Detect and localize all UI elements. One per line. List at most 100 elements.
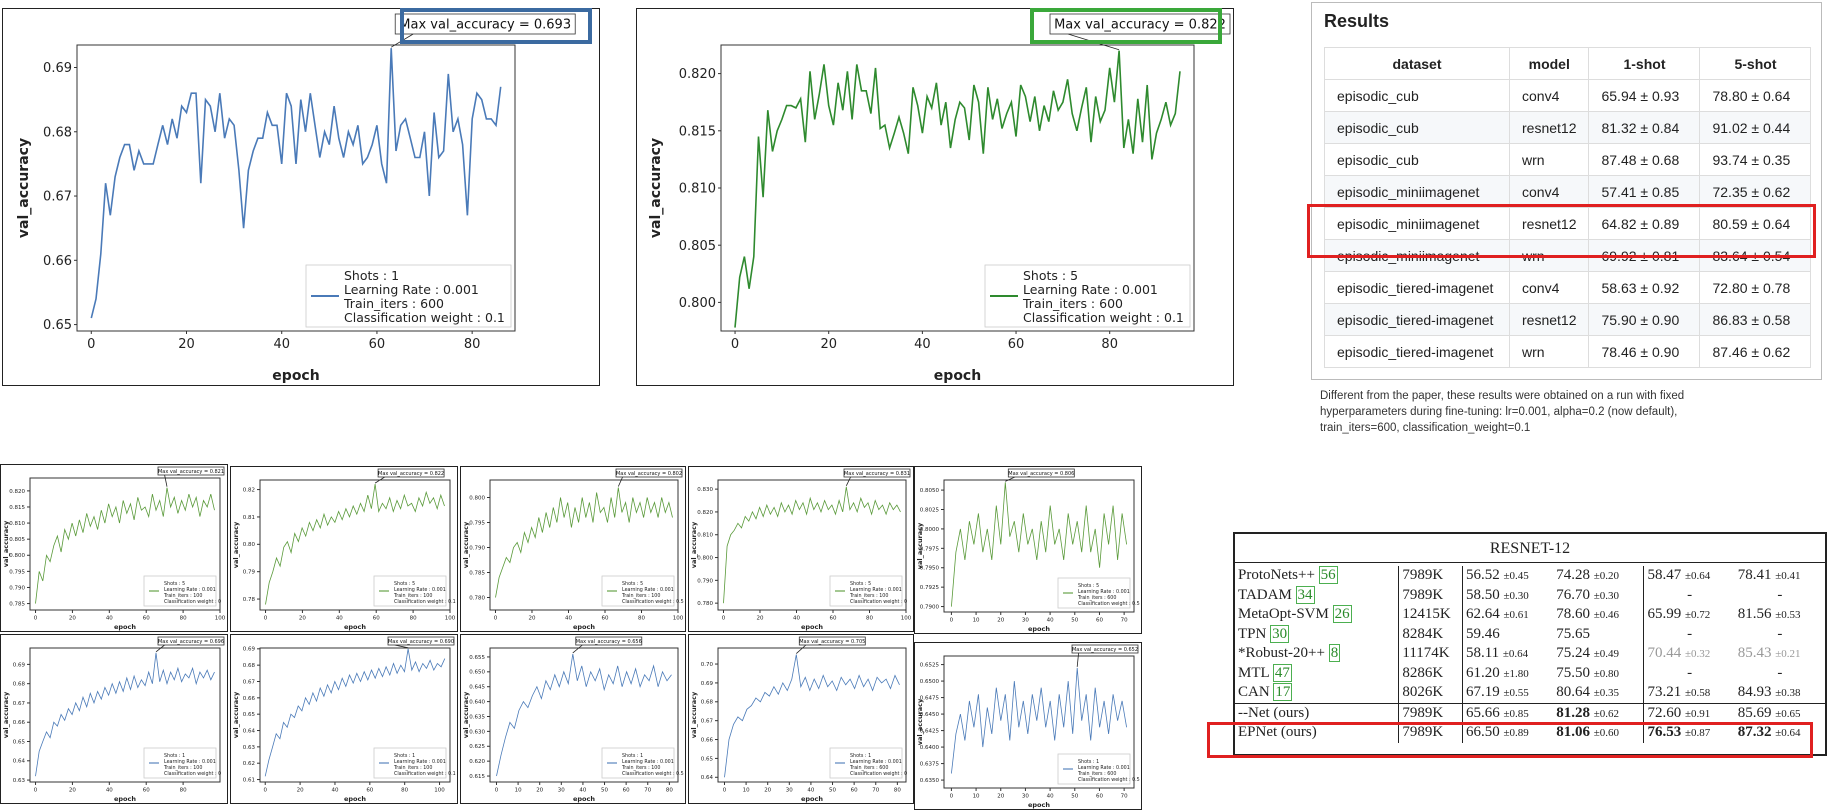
y-tick-label: 0.6400 xyxy=(920,745,940,751)
score-value: 62.64 xyxy=(1465,606,1500,623)
annotation-arrow xyxy=(1076,652,1079,667)
x-tick-label: 20 xyxy=(69,788,76,794)
paper-params: 11174K xyxy=(1398,644,1463,664)
chart-5shot-main: 0 20 40 60 80 0.800 0.805 0.810 0.815 0.820 epoch v… xyxy=(636,8,1234,386)
score-value: - xyxy=(1687,625,1693,642)
x-axis-label: epoch xyxy=(801,623,823,631)
method-name: --Net (ours) xyxy=(1238,704,1310,721)
paper-score: - xyxy=(1643,663,1735,683)
score-error: ±0.45 xyxy=(1503,570,1529,583)
paper-table-panel: RESNET-12 ProtoNets++ 56 7989K 56.52 ±0.45… xyxy=(1233,532,1827,756)
citation-link[interactable]: 56 xyxy=(1318,566,1338,585)
paper-row: MetaOpt-SVM 26 12415K 62.64 ±0.61 78.60 ±0.… xyxy=(1235,605,1825,625)
x-tick-label: 100 xyxy=(434,788,445,794)
y-axis-label: val_accuracy xyxy=(916,522,924,569)
y-tick-label: 0.620 xyxy=(469,759,485,765)
citation-link[interactable]: 26 xyxy=(1332,605,1352,624)
citation-link[interactable]: 17 xyxy=(1273,683,1293,702)
citation-link[interactable]: 34 xyxy=(1295,585,1315,604)
cell-5shot: 72.35 ± 0.62 xyxy=(1699,175,1812,208)
cell-5shot: 93.74 ± 0.35 xyxy=(1699,143,1812,176)
x-tick-label: 50 xyxy=(1071,618,1078,624)
x-axis-label: epoch xyxy=(344,795,366,803)
y-tick-label: 0.78 xyxy=(243,597,256,603)
legend-entry: Learning Rate : 0.001 xyxy=(164,759,216,765)
citation-link[interactable]: 30 xyxy=(1270,624,1290,643)
annotation-box xyxy=(798,636,866,646)
cell-5shot: 72.80 ± 0.78 xyxy=(1699,271,1812,304)
legend-entry: Shots : 5 xyxy=(394,581,415,587)
cell-1shot: 81.32 ± 0.84 xyxy=(1588,111,1701,144)
annotation-text: Max val_accuracy = 0.831 xyxy=(844,471,910,477)
x-tick-label: 60 xyxy=(373,616,380,622)
chart-frame xyxy=(230,466,458,632)
paper-params: 12415K xyxy=(1398,605,1463,625)
x-tick-label: 80 xyxy=(1101,337,1118,352)
paper-score: 76.70 ±0.30 xyxy=(1553,586,1644,606)
y-tick-label: 0.815 xyxy=(679,124,716,139)
x-axis-label: epoch xyxy=(114,623,136,631)
x-axis-label: epoch xyxy=(573,795,595,803)
y-tick-label: 0.830 xyxy=(697,487,713,493)
paper-score: 85.69 ±0.65 xyxy=(1735,703,1825,723)
y-tick-label: 0.69 xyxy=(701,681,714,687)
annotation-arrow xyxy=(155,644,165,653)
results-table: dataset model 1-shot 5-shot episodic_cub… xyxy=(1324,47,1812,368)
y-tick-label: 0.6475 xyxy=(920,696,940,702)
citation-link[interactable]: 8 xyxy=(1328,644,1341,663)
paper-score: 59.46 xyxy=(1461,624,1554,644)
y-tick-label: 0.68 xyxy=(13,682,26,688)
y-tick-label: 0.635 xyxy=(469,714,485,720)
paper-score: 58.11 ±0.64 xyxy=(1461,644,1554,664)
paper-score: 72.60 ±0.91 xyxy=(1643,703,1735,723)
annotation-box xyxy=(387,636,455,646)
y-tick-label: 0.67 xyxy=(13,701,26,707)
score-value: - xyxy=(1777,664,1783,681)
x-tick-label: 0 xyxy=(950,794,954,800)
y-tick-label: 0.68 xyxy=(243,663,256,669)
annotation-text: Max val_accuracy = 0.806 xyxy=(1008,471,1074,477)
legend-entry: Classification weight : 0.1 xyxy=(394,771,456,777)
paper-score: - xyxy=(1735,625,1825,645)
y-tick-label: 0.810 xyxy=(679,182,716,197)
method-name: MetaOpt-SVM xyxy=(1238,606,1329,623)
results-row: episodic_tiered-imagenet wrn 78.46 ± 0.90 8… xyxy=(1324,335,1812,368)
y-tick-label: 0.7950 xyxy=(920,566,940,572)
y-tick-label: 0.69 xyxy=(243,647,256,653)
x-tick-label: 60 xyxy=(829,616,836,622)
legend-entry: Classification weight : 0 xyxy=(850,771,907,777)
score-error: ±0.20 xyxy=(1593,570,1619,583)
paper-row: TADAM 34 7989K 58.50 ±0.30 76.70 ±0.30- - xyxy=(1235,585,1825,606)
chart-svg-s3: 0 20 40 60 80 100 0.780 0.785 0.790 0.795 0.800 epo… xyxy=(460,466,686,632)
score-error: ±0.64 xyxy=(1684,570,1711,583)
plot-area xyxy=(29,647,221,783)
score-error: ±0.72 xyxy=(1684,609,1711,622)
x-tick-label: 40 xyxy=(331,788,338,794)
paper-row: MTL 47 8286K 61.20 ±1.80 75.50 ±0.80- - xyxy=(1235,663,1825,684)
series-line xyxy=(495,487,673,598)
series-line xyxy=(951,482,1127,607)
y-axis-label: val_accuracy xyxy=(648,138,664,238)
annotation-box xyxy=(1071,644,1139,654)
y-tick-label: 0.65 xyxy=(13,739,26,745)
y-axis-label: val_accuracy xyxy=(462,521,470,568)
highlight-epnet-row xyxy=(1207,722,1813,758)
y-tick-label: 0.640 xyxy=(469,700,485,706)
paper-score: 75.50 ±0.80 xyxy=(1553,664,1644,684)
chart-frame xyxy=(914,466,1142,634)
score-value: 76.70 xyxy=(1556,586,1590,603)
score-value: 61.20 xyxy=(1465,664,1500,681)
header-1shot: 1-shot xyxy=(1588,47,1701,80)
y-tick-label: 0.630 xyxy=(469,729,485,735)
score-value: 65.99 xyxy=(1647,606,1682,623)
score-value: 75.24 xyxy=(1556,645,1590,662)
plot-area xyxy=(259,647,451,783)
cell-1shot: 65.94 ± 0.93 xyxy=(1588,79,1701,112)
citation-link[interactable]: 47 xyxy=(1272,663,1292,682)
score-error: ±0.61 xyxy=(1503,609,1529,622)
score-value: 75.50 xyxy=(1556,664,1590,681)
x-tick-label: 0 xyxy=(731,337,739,352)
legend-entry: Shots : 5 xyxy=(850,581,871,587)
x-tick-label: 60 xyxy=(143,616,150,622)
y-axis-label: val_accuracy xyxy=(2,691,10,738)
